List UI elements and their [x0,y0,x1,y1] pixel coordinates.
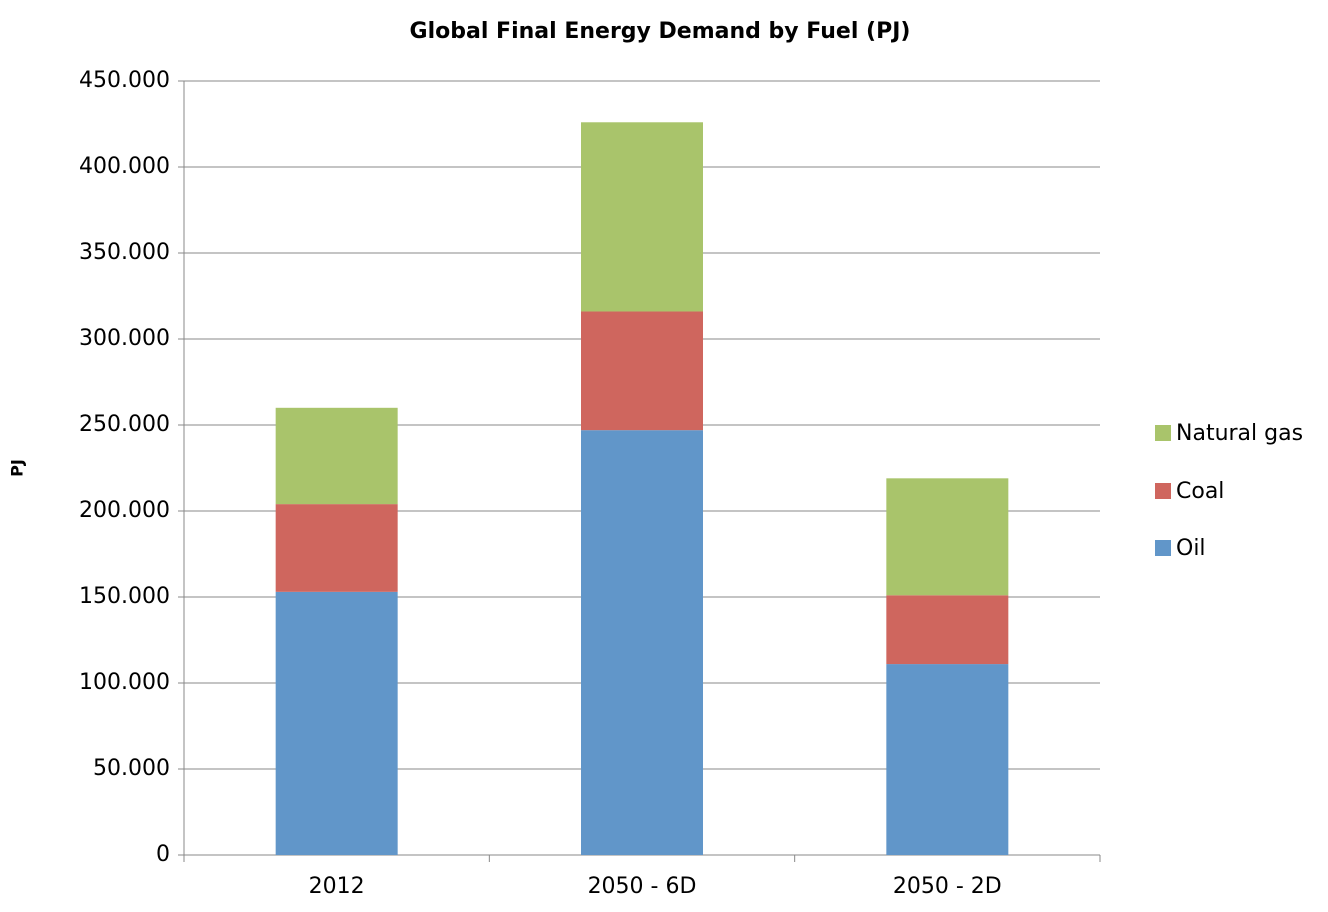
bar-segment [581,430,703,855]
x-tick-label: 2050 - 6D [588,874,697,899]
bar-segment [886,664,1009,855]
legend-label: Coal [1176,479,1224,504]
y-tick-label: 250.000 [79,412,170,437]
y-tick-label: 50.000 [93,756,170,781]
y-tick-label: 400.000 [79,154,170,179]
chart-title: Global Final Energy Demand by Fuel (PJ) [410,19,911,44]
x-tick-label: 2050 - 2D [893,874,1002,899]
bar-segment [581,122,703,312]
legend-label: Natural gas [1176,421,1303,446]
legend-label: Oil [1176,536,1206,561]
y-tick-label: 100.000 [79,670,170,695]
legend-swatch [1155,540,1171,556]
y-tick-label: 0 [156,842,170,867]
y-axis-label: PJ [8,459,27,477]
bar-segment [275,407,398,505]
bar-segment [886,595,1009,665]
x-tick-label: 2012 [309,874,365,899]
bar-segment [581,311,703,431]
y-tick-label: 200.000 [79,498,170,523]
y-tick-label: 150.000 [79,584,170,609]
bar-segment [275,504,398,592]
bar-segment [886,478,1009,596]
legend-swatch [1155,483,1171,499]
bar-segment [275,591,398,855]
y-tick-label: 450.000 [79,68,170,93]
y-tick-label: 350.000 [79,240,170,265]
y-tick-label: 300.000 [79,326,170,351]
legend-swatch [1155,425,1171,441]
